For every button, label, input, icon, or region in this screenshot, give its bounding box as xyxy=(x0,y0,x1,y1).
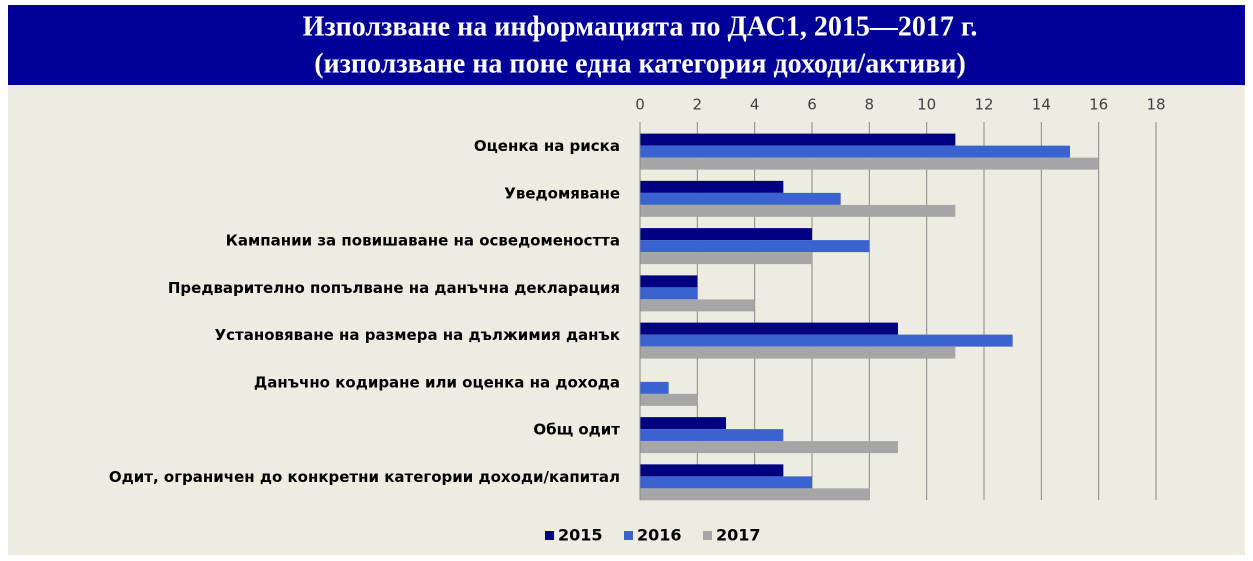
bar xyxy=(640,180,784,193)
bar xyxy=(640,275,698,288)
bar xyxy=(640,145,1070,158)
y-tick-label: Одит, ограничен до конкретни категории д… xyxy=(109,468,620,486)
x-tick-label: 16 xyxy=(1089,96,1108,114)
x-tick-label: 18 xyxy=(1146,96,1165,114)
legend-label: 2016 xyxy=(637,526,682,545)
x-tick-label: 8 xyxy=(865,96,875,114)
y-tick-label: Кампании за повишаване на осведомеността xyxy=(226,232,620,250)
x-tick-label: 0 xyxy=(635,96,645,114)
legend-swatch xyxy=(545,531,554,540)
x-tick-label: 6 xyxy=(807,96,817,114)
bar xyxy=(640,334,1013,347)
bar xyxy=(640,192,841,205)
y-tick-label: Оценка на риска xyxy=(474,137,620,155)
legend-swatch xyxy=(703,531,712,540)
bar xyxy=(640,429,784,442)
bar xyxy=(640,204,956,217)
bar xyxy=(640,322,898,335)
bar xyxy=(640,133,956,146)
title-band xyxy=(8,5,1245,85)
bar xyxy=(640,476,812,489)
x-tick-label: 12 xyxy=(974,96,993,114)
bar xyxy=(640,381,669,394)
y-tick-label: Уведомяване xyxy=(504,184,620,202)
bar xyxy=(640,393,698,406)
legend-swatch xyxy=(624,531,633,540)
bar xyxy=(640,488,870,501)
x-tick-label: 4 xyxy=(750,96,760,114)
bar xyxy=(640,240,870,253)
y-tick-label: Предварително попълване на данъчна декла… xyxy=(168,279,620,297)
y-tick-label: Данъчно кодиране или оценка на дохода xyxy=(254,373,620,391)
bar xyxy=(640,441,898,454)
bar xyxy=(640,252,812,265)
legend-label: 2015 xyxy=(558,526,603,545)
legend-label: 2017 xyxy=(716,526,761,545)
bar xyxy=(640,287,698,300)
y-tick-label: Установяване на размера на дължимия данъ… xyxy=(215,326,620,344)
bar xyxy=(640,417,726,430)
bar xyxy=(640,299,755,312)
bar xyxy=(640,157,1099,170)
bar xyxy=(640,346,956,359)
chart-subtitle: (използване на поне една категория доход… xyxy=(314,48,966,79)
bar xyxy=(640,228,812,241)
y-tick-label: Общ одит xyxy=(533,421,620,439)
x-tick-label: 2 xyxy=(693,96,703,114)
x-tick-label: 14 xyxy=(1032,96,1051,114)
bar xyxy=(640,464,784,477)
chart-title: Използване на информацията по ДАС1, 2015… xyxy=(303,11,978,42)
x-tick-label: 10 xyxy=(917,96,936,114)
